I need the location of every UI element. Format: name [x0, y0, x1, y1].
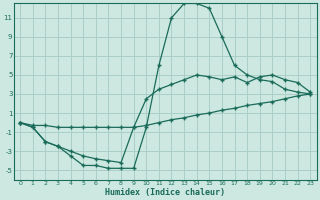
X-axis label: Humidex (Indice chaleur): Humidex (Indice chaleur) — [105, 188, 225, 197]
